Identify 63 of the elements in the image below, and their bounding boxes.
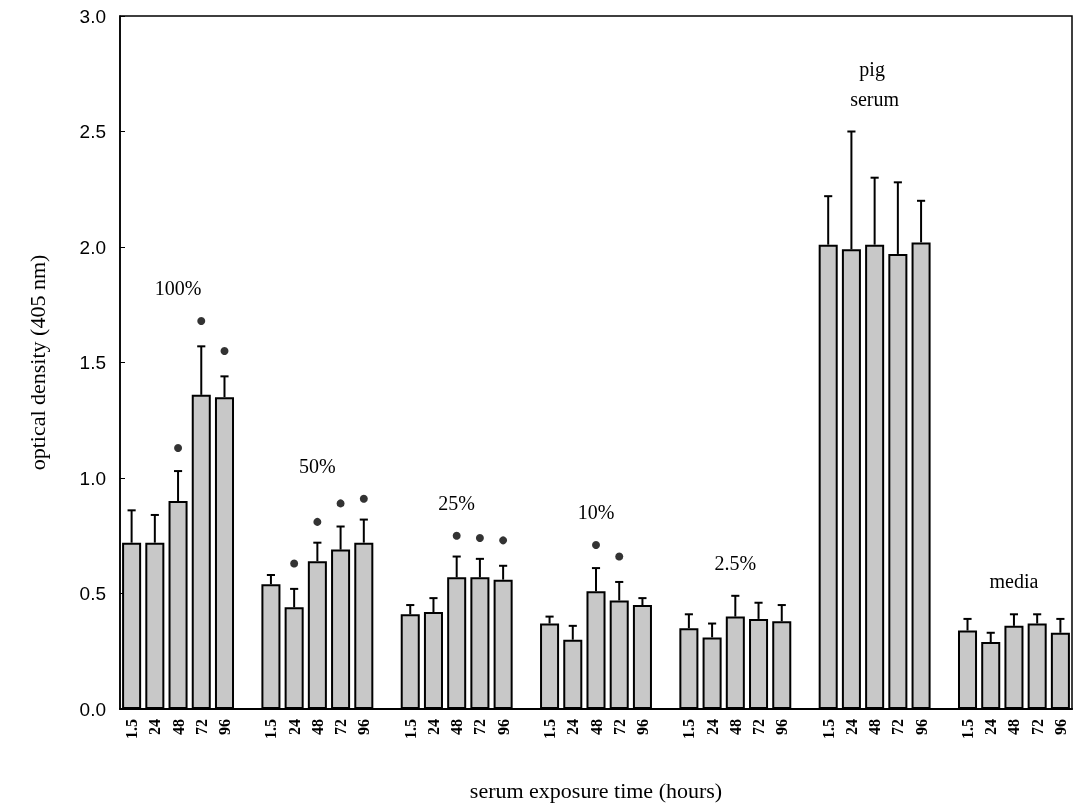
x-tick-label: 24 — [982, 719, 1000, 735]
point — [615, 552, 624, 561]
point — [475, 534, 484, 543]
x-tick-label: 24 — [564, 719, 582, 735]
x-tick-label: 48 — [448, 719, 466, 735]
x-tick-label: 48 — [1005, 719, 1023, 735]
y-tick-label: 2.5 — [79, 121, 106, 142]
y-tick-label: 0.5 — [79, 583, 106, 604]
x-tick-label: 24 — [424, 719, 442, 735]
x-tick-label: 24 — [146, 719, 164, 735]
annotation: 10% — [577, 500, 615, 523]
x-axis-title: serum exposure time (hours) — [469, 777, 723, 803]
x-tick-label: 72 — [471, 719, 489, 735]
y-axis-title: optical density (405 nm) — [24, 254, 50, 471]
x-tick-label: 96 — [355, 719, 373, 735]
x-tick-label: 48 — [169, 719, 187, 735]
x-tick-label: 72 — [889, 719, 907, 735]
point — [313, 517, 322, 526]
x-tick-label: 72 — [332, 719, 350, 735]
annotation: 100% — [154, 276, 202, 299]
x-tick-label: 72 — [610, 719, 628, 735]
annotation: pig serum — [850, 57, 900, 110]
x-tick-label: 96 — [494, 719, 512, 735]
y-tick-label: 1.0 — [79, 467, 106, 489]
point — [197, 316, 206, 325]
annotation: media — [989, 570, 1039, 593]
x-tick-label: 96 — [773, 719, 791, 735]
y-tick-label: 1.5 — [79, 352, 106, 373]
x-tick-label: 1.5 — [401, 719, 419, 739]
point — [359, 494, 368, 503]
point — [336, 499, 345, 508]
point — [290, 559, 299, 568]
point — [220, 346, 229, 355]
x-tick-label: 72 — [750, 719, 768, 735]
x-tick-label: 96 — [633, 719, 651, 735]
x-tick-label: 96 — [1051, 719, 1069, 735]
point — [452, 531, 461, 540]
point — [592, 540, 600, 549]
x-tick-label: 24 — [285, 719, 303, 735]
x-tick-label: 96 — [912, 719, 930, 735]
point — [499, 536, 508, 545]
y-tick-label: 0.0 — [79, 698, 106, 720]
x-tick-label: 1.5 — [262, 719, 280, 739]
x-tick-label: 24 — [842, 719, 860, 735]
x-tick-label: 72 — [192, 719, 210, 735]
x-tick-label: 48 — [587, 719, 605, 735]
annotation: 2.5% — [714, 551, 757, 574]
annotation: 25% — [438, 491, 476, 514]
x-tick-label: 72 — [1028, 719, 1046, 735]
y-tick-label: 2.0 — [79, 236, 106, 258]
x-tick-label: 1.5 — [959, 719, 977, 739]
x-tick-label: 24 — [703, 719, 721, 735]
y-tick-label: 3.0 — [79, 5, 106, 27]
x-tick-label: 48 — [726, 719, 744, 735]
annotation: 50% — [299, 454, 336, 477]
point — [174, 443, 183, 452]
x-tick-label: 48 — [866, 719, 884, 735]
x-tick-label: 1.5 — [680, 719, 698, 739]
x-tick-label: 1.5 — [819, 719, 837, 739]
x-tick-label: 1.5 — [541, 719, 559, 739]
x-tick-label: 48 — [308, 719, 326, 735]
x-tick-label: 96 — [215, 719, 233, 735]
x-tick-label: 1.5 — [123, 719, 141, 739]
